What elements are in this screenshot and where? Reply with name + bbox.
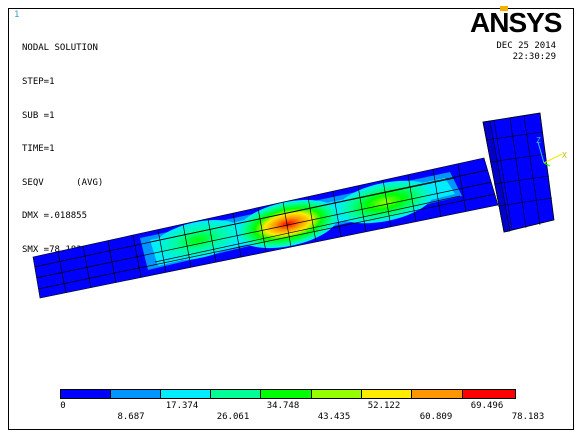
solution-info-block: NODAL SOLUTION STEP=1 SUB =1 TIME=1 SEQV… — [22, 21, 103, 267]
legend-band-5 — [260, 389, 312, 399]
legend-band-9 — [462, 389, 516, 399]
mesh-lines — [33, 163, 496, 294]
flange-rim — [482, 120, 511, 233]
triad-z-label: Z — [536, 136, 541, 145]
logo-text: ANSYS — [470, 7, 562, 38]
legend-band-1 — [60, 389, 111, 399]
dmx-readout: DMX =.018855 — [22, 211, 88, 222]
time-readout: TIME=1 — [22, 144, 55, 155]
logo-accent-bar — [500, 6, 508, 11]
time-readout-clock: 22:30:29 — [512, 52, 556, 62]
legend-band-2 — [110, 389, 161, 399]
legend-label-bottom-1: 8.687 — [117, 412, 145, 422]
legend-label-top-3: 34.748 — [266, 401, 300, 411]
legend-label-top-4: 52.122 — [367, 401, 401, 411]
legend-band-8 — [411, 389, 463, 399]
legend-label-bottom-2: 26.061 — [216, 412, 250, 422]
legend-label-top-1: 0 — [60, 401, 66, 411]
legend-band-4 — [210, 389, 261, 399]
contour-hotspot-left — [153, 220, 243, 260]
smx-readout: SMX =78.183 — [22, 244, 82, 255]
flange-model — [482, 112, 555, 233]
legend-label-top-5: 69.496 — [470, 401, 504, 411]
contour-legend-bar — [60, 389, 516, 399]
step-readout: STEP=1 — [22, 77, 55, 87]
contour-hotspot-center — [236, 199, 340, 249]
ansys-logo: ANSYS — [470, 6, 566, 38]
contour-hotspot-right — [335, 180, 435, 224]
substep-readout: SUB =1 — [22, 110, 55, 121]
result-type: SEQV (AVG) — [22, 177, 104, 188]
triad-x-axis — [543, 153, 563, 164]
axis-triad: Z X — [536, 136, 567, 167]
legend-label-top-2: 17.374 — [165, 401, 199, 411]
window-number: 1 — [14, 10, 20, 20]
shaft-model — [32, 157, 499, 299]
legend-label-bottom-4: 60.809 — [419, 412, 453, 422]
legend-band-6 — [311, 389, 362, 399]
triad-z-axis — [537, 141, 545, 164]
legend-label-bottom-3: 43.435 — [317, 412, 351, 422]
timestamp: DEC 25 2014 22:30:29 — [496, 41, 556, 63]
legend-band-7 — [361, 389, 412, 399]
legend-label-bottom-5: 78.183 — [511, 412, 545, 422]
legend-band-3 — [160, 389, 211, 399]
triad-x-label: X — [562, 151, 567, 160]
shaft-outline — [32, 157, 499, 299]
solution-title: NODAL SOLUTION — [22, 43, 98, 54]
date-readout: DEC 25 2014 — [496, 41, 556, 51]
triad-y-axis — [543, 162, 551, 167]
